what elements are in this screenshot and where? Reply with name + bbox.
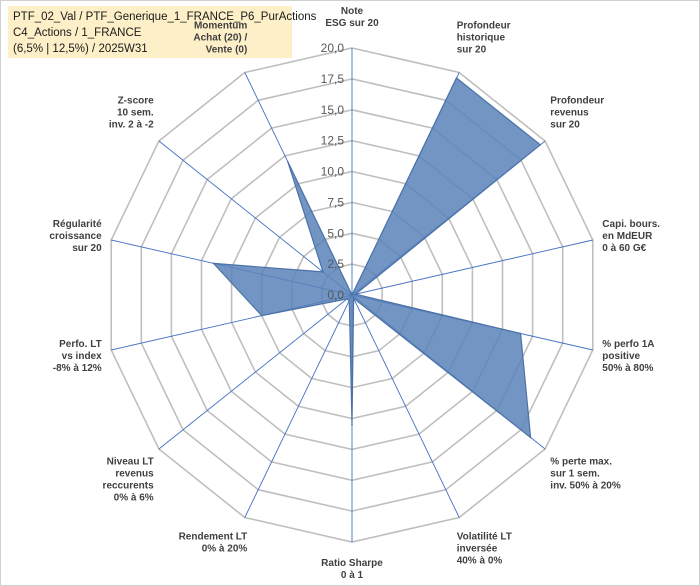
axis-label-line: Volatilité LT [457, 531, 512, 542]
radar-series [212, 77, 542, 439]
axis-label-line: Ratio Sharpe [321, 558, 383, 569]
axis-label-line: en MdEUR [602, 231, 653, 242]
axis-label-line: Régularité [53, 219, 102, 230]
axis-spoke [244, 294, 353, 518]
series-point [352, 297, 355, 300]
axis-label-line: sur 1 sem. [550, 469, 600, 480]
axis-label-line: Z-score [118, 95, 155, 106]
axis-label: Note ESG sur 20 [325, 6, 379, 29]
series-area [212, 77, 542, 439]
series-point [322, 271, 324, 273]
axis-label-line: Profondeur [550, 95, 604, 106]
axis-label-line: 40% à 0% [457, 555, 503, 566]
series-point [346, 298, 349, 300]
series-point [351, 423, 353, 426]
axis-label-line: vs index [62, 351, 102, 362]
axis-label-line: sur 20 [457, 45, 487, 56]
axis-label-line: 0% à 20% [202, 543, 248, 554]
axis-label-line: revenus [550, 107, 589, 118]
axis-label: % perfo 1A positive 50% à 80% [602, 339, 654, 374]
series-point [212, 262, 215, 265]
axis-label-line: inv. 2 à -2 [109, 119, 154, 130]
axis-label-line: -8% à 12% [53, 363, 102, 374]
title-line-2: C4_Actions / 1_FRANCE [13, 27, 142, 39]
series-point [354, 293, 357, 296]
radar-tick-labels: 0,0 2,5 5,0 7,5 10,0 12,5 15,0 17,5 20,0 [321, 41, 345, 302]
axis-label: Niveau LT revenus reccurents 0% à 6% [103, 457, 155, 504]
axis-label: Régularité croissance sur 20 [49, 219, 102, 254]
series-point [539, 144, 542, 146]
axis-spoke [351, 239, 593, 296]
axis-label: % perte max. sur 1 sem. inv. 50% à 20% [550, 457, 621, 492]
tick-label: 2,5 [327, 257, 344, 271]
series-point [348, 299, 351, 302]
axis-label-line: revenus [115, 469, 154, 480]
axis-label-line: inv. 50% à 20% [550, 481, 621, 492]
axis-label-line: 50% à 80% [602, 363, 653, 374]
axis-label: Profondeur revenus sur 20 [550, 95, 604, 130]
tick-label: 5,0 [327, 226, 344, 240]
axis-label-line: Rendement LT [179, 531, 248, 542]
axis-label-line: Capi. bours. [602, 219, 660, 230]
axis-label-line: 0 à 1 [341, 570, 364, 581]
tick-label: 17,5 [321, 72, 345, 86]
radar-axis-labels: Note ESG sur 20 Profondeur historique sur 20… [49, 6, 660, 581]
axis-label-line: Niveau LT [107, 457, 154, 468]
axis-label: Momentum Achat (20) / Vente (0) [193, 21, 247, 56]
axis-label: Capi. bours. en MdEUR 0 à 60 G€ [602, 219, 660, 254]
series-point [260, 314, 263, 317]
axis-label-line: croissance [49, 231, 102, 242]
axis-label-line: % perte max. [550, 457, 612, 468]
axis-label: Profondeur historique sur 20 [457, 21, 511, 56]
tick-label: 20,0 [321, 41, 345, 55]
chart-title-box: PTF_02_Val / PTF_Generique_1_FRANCE_P6_P… [8, 6, 317, 58]
axis-label-line: Vente (0) [206, 45, 248, 56]
series-point [286, 160, 289, 163]
title-line-1: PTF_02_Val / PTF_Generique_1_FRANCE_P6_P… [13, 11, 317, 23]
axis-label-line: sur 20 [550, 119, 580, 130]
axis-label-line: sur 20 [72, 243, 102, 254]
axis-label-line: 10 sem. [117, 107, 154, 118]
axis-label-line: % perfo 1A [602, 339, 654, 350]
axis-label-line: Note [341, 6, 364, 17]
axis-label-line: Perfo. LT [59, 339, 102, 350]
series-point [351, 294, 353, 296]
axis-label-line: Momentum [194, 21, 247, 32]
axis-spoke [158, 140, 353, 296]
axis-label-line: reccurents [103, 481, 155, 492]
axis-label-line: Achat (20) / [193, 33, 247, 44]
axis-label: Perfo. LT vs index -8% à 12% [53, 339, 102, 374]
series-point [519, 332, 522, 335]
axis-spoke [158, 294, 353, 450]
axis-label: Z-score 10 sem. inv. 2 à -2 [109, 95, 154, 130]
axis-label: Rendement LT 0% à 20% [179, 531, 248, 554]
tick-label: 10,0 [321, 165, 345, 179]
axis-label-line: positive [602, 351, 640, 362]
tick-label: 15,0 [321, 103, 345, 117]
axis-label: Ratio Sharpe 0 à 1 [321, 558, 383, 581]
axis-label-line: historique [457, 33, 506, 44]
axis-label-line: 0 à 60 G€ [602, 243, 646, 254]
axis-label-line: ESG sur 20 [325, 18, 379, 29]
series-point [529, 436, 532, 439]
axis-label: Volatilité LT inversée 40% à 0% [457, 531, 512, 566]
series-point [455, 77, 458, 79]
axis-label-line: 0% à 6% [114, 493, 154, 504]
title-line-3: (6,5% | 12,5%) / 2025W31 [13, 43, 148, 55]
tick-label: 7,5 [327, 195, 344, 209]
axis-label-line: Profondeur [457, 21, 511, 32]
axis-label-line: inversée [457, 543, 498, 554]
tick-label: 12,5 [321, 134, 345, 148]
tick-label: 0,0 [327, 288, 344, 302]
axis-spoke [351, 294, 460, 518]
